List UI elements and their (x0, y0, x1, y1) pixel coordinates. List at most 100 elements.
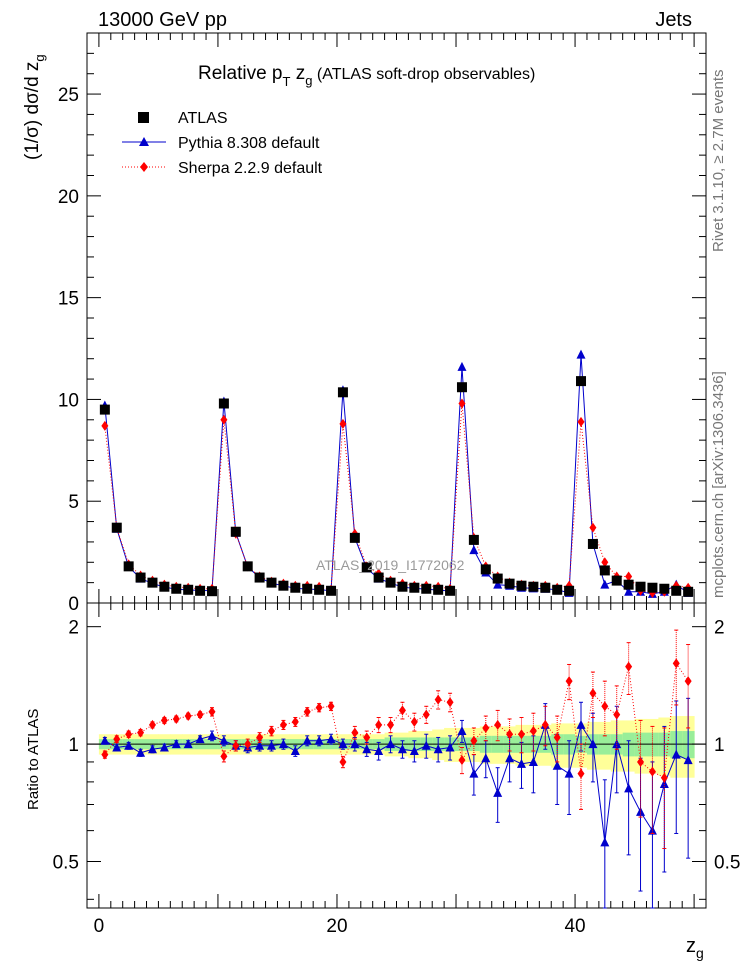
sherpa-ratio-point (494, 719, 502, 730)
pythia-ratio-point (588, 739, 598, 749)
pythia-ratio-point (683, 755, 693, 765)
atlas-point (611, 575, 622, 586)
sherpa-point (625, 571, 633, 582)
pythia-ratio-point (493, 787, 503, 797)
pythia-ratio-point (624, 783, 634, 793)
sherpa-ratio-point (256, 732, 264, 743)
pythia-ratio-point (338, 739, 348, 749)
pythia-ratio-point (290, 746, 300, 756)
sherpa-ratio-line (104, 661, 689, 779)
ratio-y-tick-label: 1 (714, 735, 725, 756)
pythia-point (600, 579, 610, 589)
axes-layer: 0 5 10 15 20 25 0 20 40 0.5 0.5 1 1 2 2 (53, 33, 740, 937)
pythia-ratio-point (445, 742, 455, 752)
pythia-ratio-point (552, 760, 562, 770)
atlas-point (516, 580, 527, 591)
sherpa-ratio-point (648, 766, 656, 777)
pythia-ratio-point (481, 753, 491, 763)
atlas-point (659, 583, 670, 594)
atlas-point (230, 526, 241, 537)
sherpa-ratio-point (351, 727, 359, 738)
sherpa-ratio-point (268, 726, 276, 737)
x-tick-label: 0 (94, 916, 105, 937)
x-tick-label: 20 (326, 916, 347, 937)
y-tick-label: 5 (68, 492, 79, 513)
atlas-point (528, 581, 539, 592)
sherpa-point (589, 522, 597, 533)
atlas-point (456, 382, 467, 393)
x-axis-label: zg (686, 935, 704, 961)
pythia-ratio-point (528, 756, 538, 766)
ratio-y-tick-label: 0.5 (53, 853, 79, 874)
atlas-point (337, 387, 348, 398)
pythia-ratio-point (647, 825, 657, 835)
atlas-point (349, 532, 360, 543)
atlas-point (635, 581, 646, 592)
analysis-watermark: ATLAS_2019_I1772062 (316, 557, 465, 573)
pythia-ratio-point (100, 735, 110, 745)
atlas-point (242, 561, 253, 572)
sherpa-ratio-point (279, 719, 287, 730)
pythia-ratio-point (255, 740, 265, 750)
sherpa-ratio-point (125, 729, 133, 740)
sherpa-ratio-point (625, 661, 633, 672)
atlas-point (552, 584, 563, 595)
pythia-ratio-point (409, 746, 419, 756)
sherpa-ratio-point (220, 751, 228, 762)
pythia-ratio-point (195, 734, 205, 744)
sherpa-point (458, 398, 466, 409)
pythia-ratio-point (326, 734, 336, 744)
sherpa-ratio-point (482, 722, 490, 733)
pythia-ratio-point (671, 749, 681, 759)
sherpa-ratio-point (672, 658, 680, 669)
sherpa-ratio-point (363, 732, 371, 743)
sherpa-point (339, 418, 347, 429)
atlas-point (99, 404, 110, 415)
atlas-point (385, 577, 396, 588)
sherpa-ratio-point (589, 688, 597, 699)
atlas-point (409, 582, 420, 593)
pythia-ratio-point (564, 768, 574, 778)
sherpa-ratio-point (601, 701, 609, 712)
ratio-y-tick-label: 2 (714, 618, 725, 639)
atlas-point (421, 583, 432, 594)
sherpa-ratio-point (196, 709, 204, 720)
process-label: Jets (655, 9, 692, 31)
y-tick-label: 0 (68, 594, 79, 615)
ratio-series-layer (100, 629, 693, 909)
legend-label-pythia: Pythia 8.308 default (178, 135, 320, 152)
atlas-point (647, 582, 658, 593)
sherpa-ratio-point (684, 676, 692, 687)
pythia-ratio-point (612, 739, 622, 749)
sherpa-ratio-point (458, 755, 466, 766)
sherpa-ratio-point (434, 694, 442, 705)
energy-label: 13000 GeV pp (98, 9, 227, 31)
atlas-point (683, 586, 694, 597)
sherpa-ratio-point (137, 727, 145, 738)
atlas-point (361, 562, 372, 573)
sherpa-ratio-point (208, 706, 216, 717)
rivet-info: Rivet 3.1.10, ≥ 2.7M events (710, 70, 727, 253)
sherpa-ratio-point (398, 705, 406, 716)
atlas-point (671, 585, 682, 596)
sherpa-ratio-point (529, 726, 537, 737)
atlas-point (492, 573, 503, 584)
sherpa-ratio-point (101, 749, 109, 760)
legend-label-sherpa: Sherpa 2.2.9 default (178, 160, 323, 177)
pythia-ratio-point (314, 735, 324, 745)
sherpa-ratio-point (244, 739, 252, 750)
sherpa-ratio-point (148, 719, 156, 730)
sherpa-ratio-point (577, 768, 585, 779)
atlas-point (587, 538, 598, 549)
legend-marker-atlas (138, 112, 149, 123)
ratio-y-tick-label: 1 (68, 735, 79, 756)
ratio-y-tick-label: 0.5 (714, 853, 740, 874)
sherpa-ratio-point (446, 697, 454, 708)
pythia-ratio-point (386, 739, 396, 749)
sherpa-ratio-point (613, 709, 621, 720)
y-tick-label: 25 (58, 85, 79, 106)
pythia-ratio-point (124, 740, 134, 750)
sherpa-ratio-point (172, 713, 180, 724)
sherpa-ratio-point (422, 709, 430, 720)
atlas-point (433, 584, 444, 595)
